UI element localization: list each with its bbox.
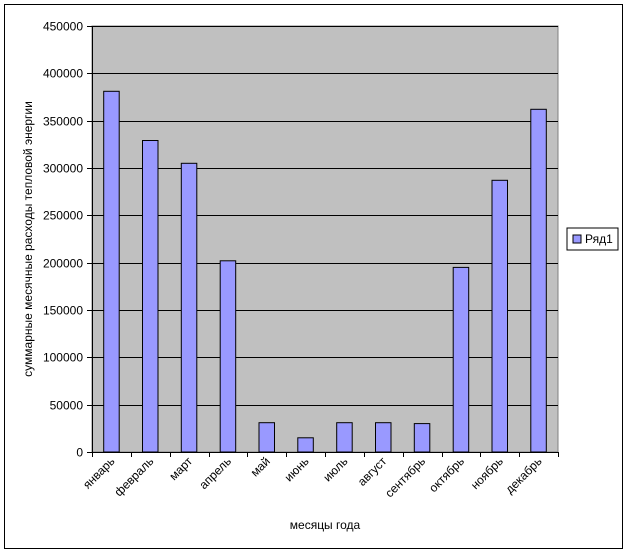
bar [142, 140, 159, 453]
bar [219, 260, 237, 453]
bar [258, 422, 275, 453]
x-tick-label: октябрь [426, 454, 467, 495]
y-axis-title: суммарные месячные расходы тепловой энер… [21, 101, 35, 377]
x-tick-label: май [248, 454, 273, 479]
gridlines [92, 26, 558, 406]
bars [103, 90, 547, 453]
y-tick-label: 300000 [43, 162, 83, 176]
bar [103, 90, 120, 453]
bar [336, 422, 353, 453]
bar [297, 437, 314, 453]
legend-label: Ряд1 [585, 232, 613, 246]
x-tick-label: июнь [282, 454, 312, 484]
x-tick-label: август [355, 454, 390, 489]
y-tick-label: 350000 [43, 115, 83, 129]
bar [452, 266, 470, 453]
x-tick-label: декабрь [503, 454, 545, 496]
plot-area [91, 25, 559, 453]
x-tick-label: апрель [196, 454, 234, 492]
x-tick-label: февраль [111, 454, 156, 499]
legend: Ряд1 [566, 227, 619, 251]
y-tick-label: 150000 [43, 304, 83, 318]
y-tick-label: 50000 [50, 399, 84, 413]
y-tick-label: 200000 [43, 257, 83, 271]
bar [413, 423, 431, 453]
x-axis-title: месяцы года [290, 518, 361, 532]
y-tick-label: 100000 [43, 351, 83, 365]
x-tick-label: ноябрь [468, 454, 506, 492]
bar [180, 162, 198, 453]
bar [491, 179, 508, 453]
legend-box [566, 227, 619, 251]
x-tick-label: март [166, 454, 195, 483]
legend-swatch [572, 234, 582, 244]
y-tick-label: 0 [76, 446, 83, 460]
y-axis-ticks: 0 50000 100000 150000 200000 250000 300000 3500… [43, 20, 92, 460]
x-tick-label: январь [80, 454, 117, 491]
y-tick-label: 450000 [43, 20, 83, 34]
x-tick-label: сентябрь [382, 454, 428, 500]
x-tick-label: июль [320, 454, 350, 484]
bar [375, 422, 392, 453]
y-tick-label: 400000 [43, 67, 83, 81]
y-tick-label: 250000 [43, 209, 83, 223]
bar [530, 108, 547, 453]
